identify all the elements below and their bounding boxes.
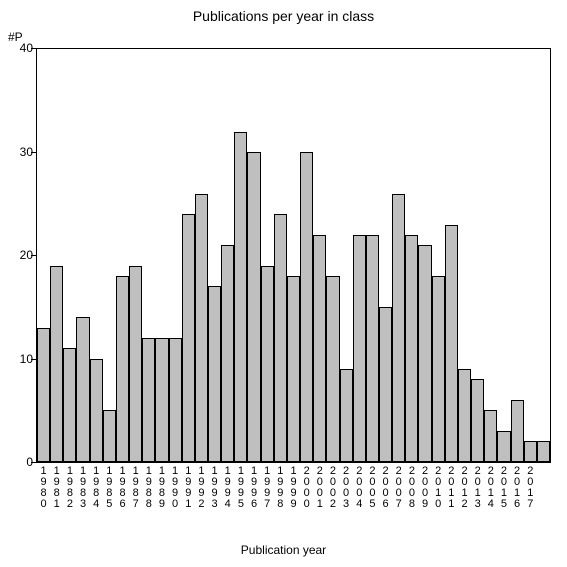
x-tick-label: 2003 [341, 466, 351, 510]
x-tick-label: 1984 [91, 466, 101, 510]
x-tick-label: 1992 [196, 466, 206, 510]
bar [313, 235, 326, 462]
bar [340, 369, 353, 462]
bars-container [37, 49, 550, 462]
x-tick-label: 1998 [275, 466, 285, 510]
x-tick-label: 1994 [223, 466, 233, 510]
x-tick-label: 2014 [486, 466, 496, 510]
bar [103, 410, 116, 462]
bar [90, 359, 103, 462]
x-tick-label: 1995 [236, 466, 246, 510]
bar [208, 286, 221, 462]
x-tick-label: 2001 [315, 466, 325, 510]
x-tick-label: 2011 [446, 466, 456, 510]
x-tick-label: 2012 [460, 466, 470, 510]
bar [497, 431, 510, 462]
bar [195, 194, 208, 462]
bar [511, 400, 524, 462]
bar [169, 338, 182, 462]
x-tick-label: 1981 [52, 466, 62, 510]
x-tick-label: 2013 [473, 466, 483, 510]
bar [287, 276, 300, 462]
x-tick-label: 1993 [210, 466, 220, 510]
bar [37, 328, 50, 462]
x-tick-label: 2000 [302, 466, 312, 510]
x-tick-label: 1987 [131, 466, 141, 510]
x-tick-label: 1983 [78, 466, 88, 510]
bar [261, 266, 274, 462]
x-tick-label: 1985 [104, 466, 114, 510]
bar [366, 235, 379, 462]
bar [63, 348, 76, 462]
x-axis-label: Publication year [0, 543, 567, 557]
x-tick-label: 1996 [249, 466, 259, 510]
y-tick-label: 30 [3, 145, 33, 159]
y-tick-label: 10 [3, 352, 33, 366]
x-tick-label: 1999 [289, 466, 299, 510]
x-tick-label: 1982 [65, 466, 75, 510]
bar [142, 338, 155, 462]
bar [182, 214, 195, 462]
x-tick-label: 2007 [394, 466, 404, 510]
x-tick-label: 1988 [144, 466, 154, 510]
y-tick-label: 0 [3, 455, 33, 469]
bar [129, 266, 142, 462]
bar [471, 379, 484, 462]
y-tick-label: 20 [3, 248, 33, 262]
x-tick-label: 2006 [381, 466, 391, 510]
x-tick-label: 1997 [262, 466, 272, 510]
bar [484, 410, 497, 462]
x-tick-label: 1991 [183, 466, 193, 510]
plot-area [36, 48, 551, 463]
x-tick-label: 2004 [354, 466, 364, 510]
bar [116, 276, 129, 462]
x-tick-label: 1990 [170, 466, 180, 510]
x-tick-label: 1986 [118, 466, 128, 510]
chart-title: Publications per year in class [0, 8, 567, 24]
bar [326, 276, 339, 462]
x-tick-label: 1989 [157, 466, 167, 510]
x-tick-label: 2017 [525, 466, 535, 510]
bar [418, 245, 431, 462]
x-tick-label: 2010 [433, 466, 443, 510]
x-tick-label: 1980 [39, 466, 49, 510]
bar [353, 235, 366, 462]
bar [274, 214, 287, 462]
bar [432, 276, 445, 462]
publications-bar-chart: Publications per year in class #P Public… [0, 0, 567, 567]
bar [300, 152, 313, 462]
bar [247, 152, 260, 462]
x-tick-label: 2015 [499, 466, 509, 510]
bar [76, 317, 89, 462]
x-tick-label: 2002 [328, 466, 338, 510]
bar [221, 245, 234, 462]
x-tick-label: 2008 [407, 466, 417, 510]
x-tick-label: 2009 [420, 466, 430, 510]
bar [155, 338, 168, 462]
y-tick-label: 40 [3, 41, 33, 55]
bar [50, 266, 63, 462]
x-tick-label: 2016 [512, 466, 522, 510]
bar [524, 441, 537, 462]
bar [392, 194, 405, 462]
bar [405, 235, 418, 462]
bar [458, 369, 471, 462]
bar [234, 132, 247, 462]
bar [379, 307, 392, 462]
bar [445, 225, 458, 462]
bar [537, 441, 550, 462]
x-tick-label: 2005 [367, 466, 377, 510]
